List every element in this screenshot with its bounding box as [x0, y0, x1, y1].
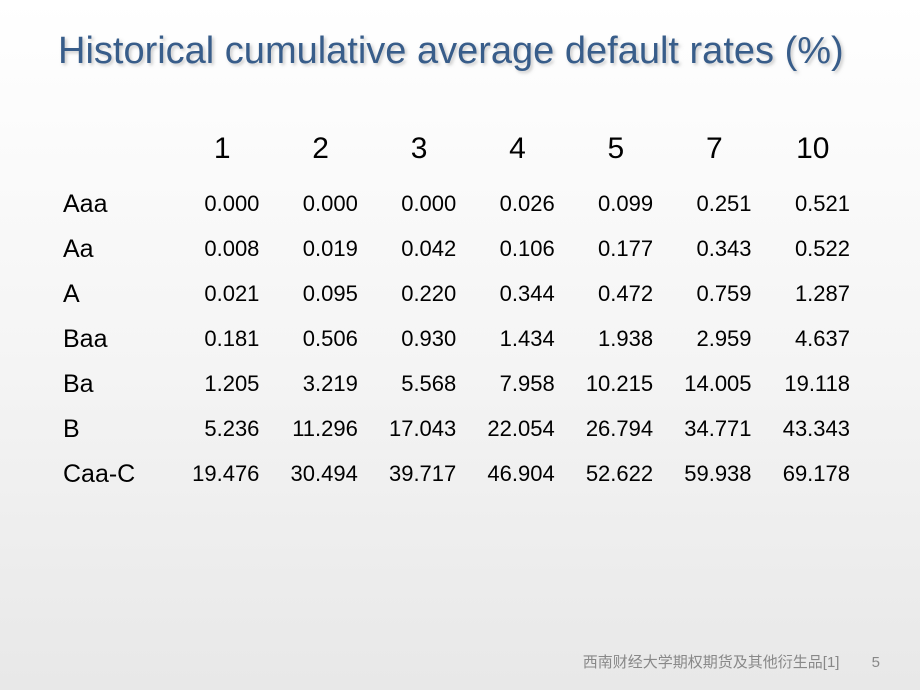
- table-header-row: 1 2 3 4 5 7 10: [63, 126, 862, 182]
- value-cell: 39.717: [370, 452, 468, 497]
- rating-label: Aa: [63, 227, 173, 272]
- value-cell: 52.622: [567, 452, 665, 497]
- value-cell: 34.771: [665, 407, 763, 452]
- footer-text: 西南财经大学期权期货及其他衍生品[1]: [583, 654, 840, 671]
- value-cell: 0.344: [468, 272, 566, 317]
- value-cell: 0.021: [173, 272, 271, 317]
- rating-label: Ba: [63, 362, 173, 407]
- value-cell: 1.287: [764, 272, 862, 317]
- table-row: A 0.021 0.095 0.220 0.344 0.472 0.759 1.…: [63, 272, 862, 317]
- value-cell: 0.026: [468, 182, 566, 227]
- value-cell: 10.215: [567, 362, 665, 407]
- slide-title: Historical cumulative average default ra…: [58, 28, 862, 76]
- table-row: B 5.236 11.296 17.043 22.054 26.794 34.7…: [63, 407, 862, 452]
- table-row: Aa 0.008 0.019 0.042 0.106 0.177 0.343 0…: [63, 227, 862, 272]
- value-cell: 30.494: [271, 452, 369, 497]
- value-cell: 0.099: [567, 182, 665, 227]
- rating-label: Caa-C: [63, 452, 173, 497]
- value-cell: 0.522: [764, 227, 862, 272]
- value-cell: 0.181: [173, 317, 271, 362]
- value-cell: 0.008: [173, 227, 271, 272]
- rating-label: Aaa: [63, 182, 173, 227]
- value-cell: 0.251: [665, 182, 763, 227]
- value-cell: 43.343: [764, 407, 862, 452]
- value-cell: 59.938: [665, 452, 763, 497]
- table-body: Aaa 0.000 0.000 0.000 0.026 0.099 0.251 …: [63, 182, 862, 497]
- value-cell: 3.219: [271, 362, 369, 407]
- year-header: 1: [173, 126, 271, 182]
- value-cell: 26.794: [567, 407, 665, 452]
- blank-header: [63, 126, 173, 182]
- table-row: Caa-C 19.476 30.494 39.717 46.904 52.622…: [63, 452, 862, 497]
- value-cell: 0.220: [370, 272, 468, 317]
- value-cell: 0.472: [567, 272, 665, 317]
- year-header: 5: [567, 126, 665, 182]
- value-cell: 2.959: [665, 317, 763, 362]
- value-cell: 69.178: [764, 452, 862, 497]
- default-rates-table: 1 2 3 4 5 7 10 Aaa 0.000 0.000 0.000 0.0…: [63, 126, 862, 497]
- page-number: 5: [872, 654, 880, 671]
- value-cell: 1.938: [567, 317, 665, 362]
- value-cell: 19.118: [764, 362, 862, 407]
- value-cell: 1.434: [468, 317, 566, 362]
- year-header: 7: [665, 126, 763, 182]
- value-cell: 0.521: [764, 182, 862, 227]
- value-cell: 0.000: [370, 182, 468, 227]
- year-header: 4: [468, 126, 566, 182]
- value-cell: 46.904: [468, 452, 566, 497]
- value-cell: 5.568: [370, 362, 468, 407]
- rating-label: B: [63, 407, 173, 452]
- value-cell: 0.106: [468, 227, 566, 272]
- value-cell: 0.343: [665, 227, 763, 272]
- table-row: Ba 1.205 3.219 5.568 7.958 10.215 14.005…: [63, 362, 862, 407]
- value-cell: 0.930: [370, 317, 468, 362]
- rating-label: Baa: [63, 317, 173, 362]
- value-cell: 14.005: [665, 362, 763, 407]
- value-cell: 0.095: [271, 272, 369, 317]
- value-cell: 5.236: [173, 407, 271, 452]
- value-cell: 1.205: [173, 362, 271, 407]
- value-cell: 22.054: [468, 407, 566, 452]
- value-cell: 0.000: [173, 182, 271, 227]
- rating-label: A: [63, 272, 173, 317]
- table-row: Baa 0.181 0.506 0.930 1.434 1.938 2.959 …: [63, 317, 862, 362]
- value-cell: 0.019: [271, 227, 369, 272]
- default-rates-table-area: 1 2 3 4 5 7 10 Aaa 0.000 0.000 0.000 0.0…: [58, 126, 862, 497]
- value-cell: 11.296: [271, 407, 369, 452]
- year-header: 10: [764, 126, 862, 182]
- year-header: 3: [370, 126, 468, 182]
- value-cell: 17.043: [370, 407, 468, 452]
- value-cell: 0.042: [370, 227, 468, 272]
- table-row: Aaa 0.000 0.000 0.000 0.026 0.099 0.251 …: [63, 182, 862, 227]
- value-cell: 0.506: [271, 317, 369, 362]
- value-cell: 4.637: [764, 317, 862, 362]
- year-header: 2: [271, 126, 369, 182]
- value-cell: 7.958: [468, 362, 566, 407]
- slide-footer: 西南财经大学期权期货及其他衍生品[1] 5: [583, 651, 880, 672]
- value-cell: 19.476: [173, 452, 271, 497]
- value-cell: 0.000: [271, 182, 369, 227]
- value-cell: 0.759: [665, 272, 763, 317]
- value-cell: 0.177: [567, 227, 665, 272]
- slide-container: Historical cumulative average default ra…: [0, 0, 920, 690]
